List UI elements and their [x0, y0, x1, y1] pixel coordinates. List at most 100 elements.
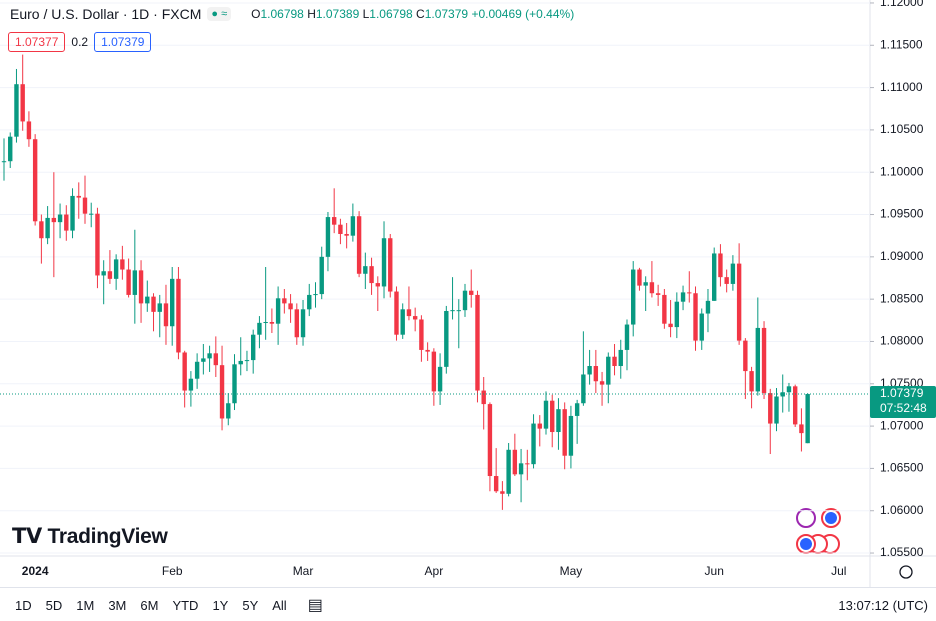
candle-body: [151, 296, 156, 312]
event-icon-fill: [800, 538, 812, 550]
candle-body: [176, 278, 181, 353]
x-tick-label: Apr: [425, 564, 444, 578]
x-tick-label: Mar: [293, 564, 314, 578]
x-tick-label: Jul: [831, 564, 846, 578]
candle-body: [45, 217, 50, 239]
candle-body: [381, 238, 387, 287]
candle-body: [768, 393, 773, 424]
last-price-box: [870, 386, 936, 419]
candle-body: [724, 277, 729, 284]
y-tick-label: 1.05500: [880, 545, 924, 559]
range-button[interactable]: YTD: [172, 597, 199, 613]
candle-body: [319, 256, 324, 295]
candle-body: [736, 263, 742, 341]
range-button[interactable]: 1Y: [212, 597, 229, 613]
calendar-icon[interactable]: ▤: [307, 597, 323, 614]
candle-body: [475, 294, 480, 391]
y-tick-label: 1.10500: [880, 122, 924, 136]
candle-body: [113, 259, 119, 279]
candle-body: [799, 424, 804, 434]
ohlc: O1.06798 H1.07389 L1.06798 C1.07379 +0.0…: [251, 7, 574, 21]
sell-price[interactable]: 1.07377: [8, 32, 66, 52]
candle-body: [294, 309, 300, 338]
candle-body: [356, 216, 362, 274]
range-button[interactable]: 3M: [108, 597, 127, 613]
candle-body: [126, 269, 131, 295]
candle-body: [531, 423, 536, 465]
candle-body: [363, 266, 368, 274]
candle-body: [257, 322, 262, 335]
time-axis: [0, 556, 936, 587]
symbol[interactable]: Euro / U.S. Dollar · 1D · FXCM: [10, 6, 202, 22]
candle-body: [662, 294, 667, 324]
candle-body: [89, 213, 94, 215]
candle-body: [518, 463, 524, 475]
candle-body: [705, 300, 711, 314]
candle-body: [512, 449, 518, 475]
candle-body: [375, 283, 380, 287]
chart: 1.055001.060001.065001.070001.075001.080…: [0, 0, 936, 587]
candle-body: [668, 323, 673, 328]
y-tick-label: 1.11500: [880, 37, 923, 51]
l-value: 1.06798: [369, 7, 413, 21]
range-button[interactable]: 1D: [15, 597, 32, 613]
candle-body: [138, 270, 144, 304]
candle-body: [300, 309, 306, 338]
last-price-label: 1.07379: [880, 386, 924, 400]
x-tick-label: Jun: [705, 564, 724, 578]
range-button[interactable]: 1M: [76, 597, 95, 613]
candle-body: [805, 394, 810, 444]
candle-body: [556, 409, 561, 433]
candle-body: [761, 327, 767, 394]
toolbar: 1D 5D 1M 3M 6M YTD 1Y 5Y All ▤ 13:07:12 (UTC): [0, 587, 936, 621]
candle-body: [419, 319, 424, 350]
candle-body: [263, 322, 268, 324]
candle-body: [238, 360, 243, 365]
change-pct: (+0.44%): [525, 7, 575, 21]
candle-body: [250, 334, 256, 361]
bid-ask: 1.07377 0.2 1.07379: [8, 32, 152, 52]
candle-body: [101, 271, 106, 276]
candle-body: [313, 294, 318, 296]
candle-body: [14, 84, 19, 137]
candle-body: [394, 291, 399, 335]
candle-body: [693, 293, 698, 341]
candle-body: [307, 294, 312, 310]
range-button[interactable]: 5Y: [242, 597, 259, 613]
candle-body: [649, 282, 655, 294]
candle-body: [487, 404, 493, 477]
candle-body: [107, 271, 113, 279]
clock: 13:07:12 (UTC): [838, 598, 928, 613]
range-button[interactable]: 6M: [140, 597, 159, 613]
c-label: C: [416, 7, 425, 21]
range-button[interactable]: All: [272, 597, 287, 613]
logo-mark: 𝗧𝗩: [12, 525, 48, 548]
settings-icon[interactable]: [899, 565, 913, 579]
candle-body: [568, 415, 574, 456]
candle-body: [70, 195, 75, 231]
logo-text: TradingView: [47, 525, 168, 548]
logo[interactable]: 𝗧𝗩 TradingView: [12, 524, 168, 549]
candle-body: [450, 310, 455, 312]
candle-body: [275, 298, 281, 324]
y-tick-label: 1.09500: [880, 207, 924, 221]
candle-body: [637, 269, 642, 286]
candle-body: [743, 340, 748, 372]
range-button[interactable]: 5D: [45, 597, 63, 613]
candle-body: [338, 224, 343, 234]
event-icon[interactable]: [796, 508, 816, 528]
candle-body: [506, 449, 511, 494]
candle-body: [493, 476, 499, 492]
h-value: 1.07389: [315, 7, 360, 21]
buy-price[interactable]: 1.07379: [94, 32, 152, 52]
candle-body: [786, 386, 792, 393]
candle-body: [26, 121, 32, 140]
candle-body: [145, 296, 150, 304]
candle-body: [82, 197, 88, 214]
spread: 0.2: [71, 35, 89, 49]
l-label: L: [362, 7, 370, 21]
y-tick-label: 1.10000: [880, 164, 924, 178]
candle-body: [32, 139, 38, 222]
candle-body: [755, 327, 761, 392]
candle-body: [207, 353, 212, 359]
